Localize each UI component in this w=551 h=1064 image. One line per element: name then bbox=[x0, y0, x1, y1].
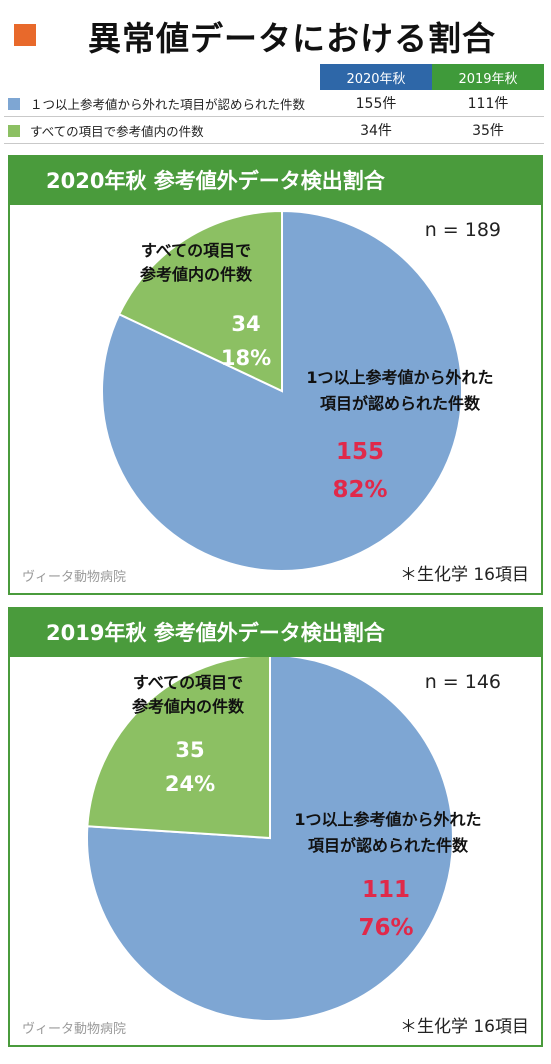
slice-percent-label: 24% bbox=[164, 772, 216, 796]
page-title: 異常値データにおける割合 bbox=[88, 19, 496, 58]
pie-slice-normal bbox=[86, 657, 271, 840]
table-row: １つ以上参考値から外れた項目が認められた件数 155件 111件 bbox=[4, 90, 544, 117]
legend-blue-icon bbox=[8, 97, 20, 110]
pie-slice-abnormal bbox=[101, 209, 463, 572]
slice-value-abnormal: 111 76% bbox=[346, 871, 426, 947]
summary-cell-2019: 35件 bbox=[432, 116, 544, 144]
summary-header-row: 2020年秋 2019年秋 bbox=[4, 64, 544, 90]
title-marker-icon bbox=[14, 24, 36, 46]
table-row: すべての項目で参考値内の件数 34件 35件 bbox=[4, 116, 544, 144]
slice-label-normal: すべての項目で 参考値内の件数 bbox=[131, 673, 244, 716]
chart-title: 2020年秋 参考値外データ検出割合 bbox=[10, 157, 541, 205]
slice-count-label: 155 bbox=[335, 439, 384, 465]
summary-col-2020: 2020年秋 bbox=[320, 64, 432, 90]
slice-label-abnormal: 1つ以上参考値から外れた 項目が認められた件数 bbox=[294, 810, 482, 855]
slice-count-label: 34 bbox=[231, 312, 261, 336]
title-row: 異常値データにおける割合 bbox=[0, 0, 551, 66]
watermark: ヴィータ動物病院 bbox=[22, 1022, 127, 1037]
summary-cell-2019: 111件 bbox=[432, 90, 544, 117]
footnote: ＊生化学 16項目 bbox=[399, 1017, 529, 1037]
slice-label-abnormal: 1つ以上参考値から外れた 項目が認められた件数 bbox=[306, 368, 494, 413]
slice-percent-label: 76% bbox=[358, 915, 414, 941]
slice-count-label: 111 bbox=[361, 877, 410, 903]
slice-percent-label: 18% bbox=[220, 346, 272, 370]
chart-panel-2020: 2020年秋 参考値外データ検出割合 n = 189 すべての項目で 参考値内の… bbox=[8, 155, 543, 595]
pie-chart-2020 bbox=[101, 209, 463, 572]
pie-chart-2019 bbox=[85, 657, 454, 1022]
summary-row-label: １つ以上参考値から外れた項目が認められた件数 bbox=[30, 96, 306, 112]
sample-size-label: n = 146 bbox=[424, 671, 501, 693]
summary-cell-2020: 34件 bbox=[320, 116, 432, 144]
pie-slice-normal bbox=[117, 209, 283, 393]
footnote: ＊生化学 16項目 bbox=[399, 565, 529, 585]
summary-col-2019: 2019年秋 bbox=[432, 64, 544, 90]
slice-value-normal: 35 24% bbox=[150, 733, 230, 801]
slice-value-normal: 34 18% bbox=[206, 307, 286, 375]
summary-cell-2020: 155件 bbox=[320, 90, 432, 117]
slice-label-normal: すべての項目で 参考値内の件数 bbox=[139, 241, 252, 284]
slice-value-abnormal: 155 82% bbox=[320, 433, 400, 509]
watermark: ヴィータ動物病院 bbox=[22, 570, 127, 585]
chart-title: 2019年秋 参考値外データ検出割合 bbox=[10, 609, 541, 657]
slice-percent-label: 82% bbox=[332, 477, 388, 503]
summary-table: 2020年秋 2019年秋 １つ以上参考値から外れた項目が認められた件数 155… bbox=[4, 64, 544, 144]
sample-size-label: n = 189 bbox=[424, 219, 501, 241]
summary-row-label: すべての項目で参考値内の件数 bbox=[30, 123, 204, 139]
chart-panel-2019: 2019年秋 参考値外データ検出割合 n = 146 すべての項目で 参考値内の… bbox=[8, 607, 543, 1047]
legend-green-icon bbox=[8, 124, 20, 137]
slice-count-label: 35 bbox=[175, 738, 205, 762]
